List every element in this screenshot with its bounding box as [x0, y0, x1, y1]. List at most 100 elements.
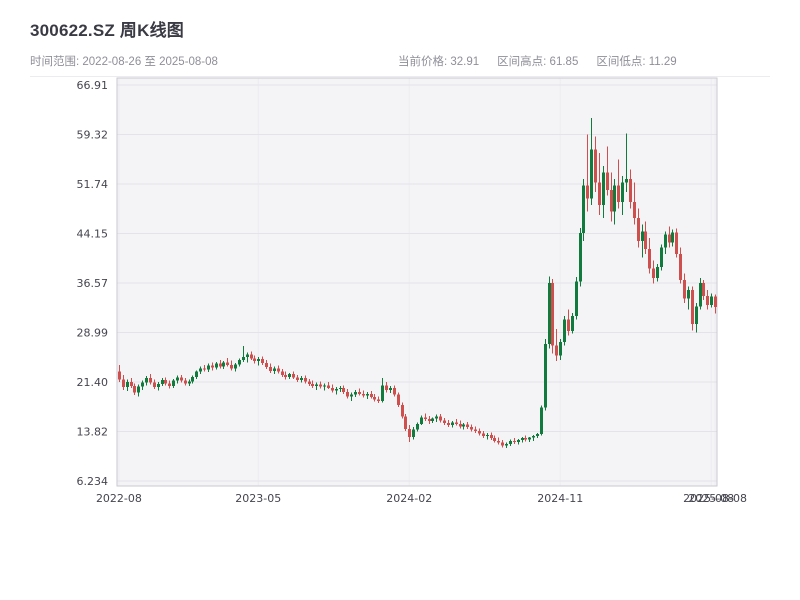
candle — [118, 365, 121, 383]
candle-body — [195, 371, 198, 377]
candle — [373, 393, 376, 402]
candle-body — [629, 179, 632, 202]
candle — [157, 382, 160, 391]
candle-body — [714, 296, 717, 307]
candle-body — [157, 383, 160, 388]
candle — [327, 382, 330, 390]
candle-body — [706, 295, 709, 306]
candle-body — [350, 394, 353, 397]
candle — [393, 385, 396, 397]
candle — [459, 420, 462, 429]
candle-body — [524, 438, 527, 440]
candle — [215, 361, 218, 370]
candle — [137, 384, 140, 397]
candle-body — [219, 363, 222, 367]
candle — [668, 226, 671, 248]
candle — [598, 152, 601, 215]
candle-body — [358, 391, 361, 394]
candle — [211, 362, 214, 371]
candle-body — [199, 368, 202, 372]
candle — [404, 413, 407, 431]
candle — [586, 134, 589, 212]
candle-body — [582, 185, 585, 234]
candle-body — [625, 179, 628, 183]
candle — [691, 286, 694, 331]
candle-body — [536, 434, 539, 437]
candle — [311, 380, 314, 388]
candle-body — [401, 404, 404, 417]
candle — [126, 379, 129, 392]
candle-body — [540, 407, 543, 435]
candle — [234, 363, 237, 372]
candle-body — [493, 438, 496, 441]
candle — [513, 438, 516, 445]
candle — [621, 175, 624, 215]
candle-body — [234, 364, 237, 369]
candle — [625, 133, 628, 193]
candle — [606, 146, 609, 196]
candle — [335, 387, 338, 395]
candle — [509, 439, 512, 446]
candle-body — [509, 440, 512, 445]
candle-body — [323, 385, 326, 387]
candle — [602, 165, 605, 219]
candle-body — [671, 232, 674, 243]
candle-body — [389, 387, 392, 390]
candle — [370, 391, 373, 399]
candle — [505, 442, 508, 449]
candle — [532, 434, 535, 441]
candle — [497, 437, 500, 445]
candle-body — [699, 282, 702, 307]
candle — [222, 361, 225, 369]
candle — [664, 231, 667, 255]
candle-body — [428, 419, 431, 422]
candle — [641, 224, 644, 258]
candle-body — [250, 354, 253, 359]
candle-body — [308, 381, 311, 384]
candle — [207, 363, 210, 373]
price-stats: 当前价格: 32.91 区间高点: 61.85 区间低点: 11.29 — [398, 53, 677, 69]
candle — [613, 179, 616, 225]
candle — [315, 382, 318, 390]
candle — [439, 413, 442, 423]
candle-body — [164, 380, 167, 384]
candle — [319, 381, 322, 389]
candle-body — [710, 296, 713, 306]
candle — [660, 244, 663, 271]
candle-body — [211, 365, 214, 368]
y-tick-label: 36.57 — [77, 277, 109, 290]
candle — [683, 273, 686, 304]
y-tick-label: 13.82 — [77, 425, 109, 438]
x-tick-label: 2023-05 — [235, 492, 281, 505]
candle — [482, 430, 485, 439]
candle-body — [346, 391, 349, 397]
candle-body — [281, 371, 284, 375]
candle-body — [408, 429, 411, 437]
candle — [184, 378, 187, 386]
candle — [122, 374, 125, 390]
candle-body — [555, 345, 558, 356]
candle-body — [385, 385, 388, 390]
candle-body — [373, 397, 376, 400]
candle-body — [668, 234, 671, 243]
candle — [164, 377, 167, 386]
x-tick-label: 2024-11 — [537, 492, 583, 505]
candle-body — [172, 380, 175, 386]
plot-background — [117, 78, 717, 486]
candle-body — [443, 420, 446, 424]
candle-body — [551, 282, 554, 346]
candle — [582, 179, 585, 242]
candle — [524, 435, 527, 442]
candle — [281, 368, 284, 377]
candle-body — [567, 319, 570, 332]
candle-body — [641, 231, 644, 242]
candle-body — [327, 385, 330, 388]
candle-body — [594, 149, 597, 183]
candle-body — [571, 316, 574, 332]
candle — [366, 391, 369, 399]
candle — [521, 436, 524, 443]
candle-body — [339, 387, 342, 390]
candle-body — [420, 417, 423, 424]
candle — [130, 378, 133, 388]
